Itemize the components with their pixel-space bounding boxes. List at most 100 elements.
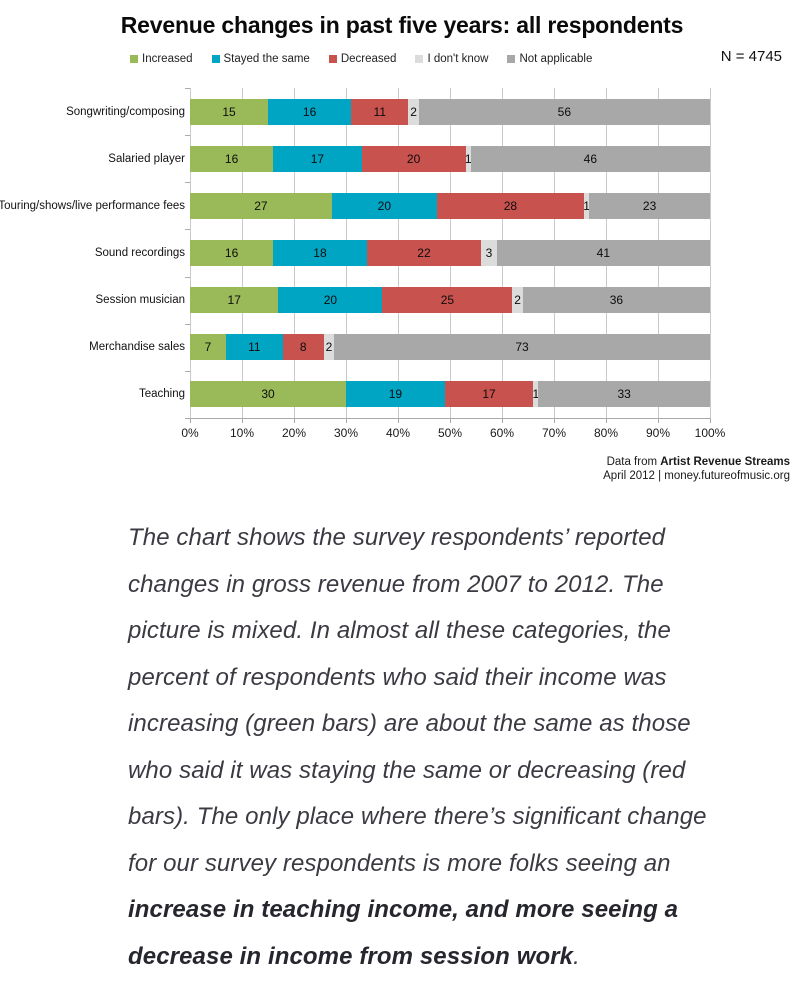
x-axis-tick [346,418,347,423]
x-tick-label: 30% [333,426,359,440]
x-tick-label: 20% [281,426,307,440]
x-axis-tick [502,418,503,423]
legend-label: Decreased [340,53,397,65]
attribution-source: Artist Revenue Streams [660,456,790,468]
attribution: Data from Artist Revenue Streams April 2… [603,455,790,483]
bar-segment-i-don-t-know: 2 [512,287,523,314]
bar-segment-not-applicable: 23 [589,192,710,219]
bar-segment-increased: 15 [190,98,268,125]
legend-item-1: Stayed the same [211,53,310,65]
legend-item-4: Not applicable [507,53,592,65]
legend-label: Not applicable [519,53,593,65]
y-axis-tick [185,135,190,137]
y-axis-tick [185,182,190,184]
bar-row: 16 17 20 1 46 [190,145,710,172]
chart-legend: Increased Stayed the same Decreased I don't… [130,53,592,65]
bar-segment-not-applicable: 56 [418,98,710,125]
bar-segment-stayed-the-same: 20 [331,192,437,219]
x-axis-tick [450,418,451,423]
bar-segment-i-don-t-know: 1 [583,192,590,219]
bar-segment-decreased: 25 [382,287,513,314]
bar-segment-not-applicable: 46 [470,145,710,172]
legend-item-3: I don't know [415,53,488,65]
category-label: Touring/shows/live performance fees [0,199,185,212]
category-label: Session musician [95,294,185,307]
bar-segment-increased: 16 [190,240,274,266]
sample-size-label: N = 4745 [720,48,782,65]
bar-segment-increased: 7 [190,334,227,361]
caption-paragraph: The chart shows the survey respondents’ … [128,515,716,980]
y-axis-tick [185,229,190,231]
x-tick-label: 90% [645,426,671,440]
x-tick-label: 80% [593,426,619,440]
bar-segment-increased: 17 [190,287,279,314]
x-axis-tick [606,418,607,423]
legend-swatch-icon [328,55,337,63]
y-axis-tick [185,418,190,419]
x-tick-label: 40% [385,426,411,440]
y-axis-tick [185,276,190,278]
bar-segment-stayed-the-same: 18 [273,240,367,266]
attribution-line-2: April 2012 | money.futureofmusic.org [603,470,790,482]
legend-swatch-icon [130,55,138,63]
bar-segment-stayed-the-same: 17 [273,145,362,172]
x-axis-tick [294,418,295,423]
x-tick-label: 70% [541,426,567,440]
legend-swatch-icon [415,55,424,63]
legend-label: Increased [142,53,193,65]
bar-segment-stayed-the-same: 11 [226,334,283,361]
bar-segment-increased: 27 [190,192,332,219]
caption-text: The chart shows the survey respondents’ … [128,524,707,877]
caption-period: . [573,942,580,970]
category-label: Salaried player [108,152,185,165]
legend-swatch-icon [507,55,516,63]
bar-row: 30 19 17 1 33 [190,381,710,408]
bar-row: 17 20 25 2 36 [190,287,710,314]
bar-row: 15 16 11 2 56 [190,98,710,125]
legend-swatch-icon [211,55,220,63]
gridline [710,88,711,418]
bar-segment-i-don-t-know: 1 [532,381,539,408]
bar-segment-i-don-t-know: 3 [481,240,497,266]
category-label: Sound recordings [94,247,185,259]
bar-segment-not-applicable: 36 [522,287,710,314]
bar-segment-i-don-t-know: 2 [323,334,335,361]
bar-segment-decreased: 20 [361,145,466,172]
bar-segment-stayed-the-same: 19 [346,381,445,408]
attribution-line-1: Data from Artist Revenue Streams [603,455,790,469]
bar-segment-decreased: 22 [366,240,482,266]
bar-segment-not-applicable: 33 [538,381,710,408]
x-axis-tick [242,418,243,423]
bar-segment-decreased: 11 [351,98,409,125]
category-label: Merchandise sales [89,341,185,354]
legend-item-0: Increased [130,53,193,65]
x-axis-tick [398,418,399,423]
legend-item-2: Decreased [328,53,397,65]
x-axis-tick [190,418,191,423]
x-axis-tick [554,418,555,423]
bar-segment-increased: 16 [190,145,274,172]
bar-segment-increased: 30 [190,381,346,408]
bar-segment-stayed-the-same: 16 [268,98,352,125]
y-axis-tick [185,88,190,89]
bar-segment-stayed-the-same: 20 [278,287,383,314]
category-label: Songwriting/composing [66,105,185,118]
plot-area: 15 16 11 2 56 16 17 20 1 46 27 20 28 1 23 16 18 22 3 41 17 20… [190,88,711,418]
x-tick-label: 50% [437,426,463,440]
caption-bold-text: increase in teaching income, and more se… [128,896,679,970]
y-axis-tick [185,370,190,372]
bar-segment-not-applicable: 41 [496,240,710,266]
legend-label: Stayed the same [223,53,310,65]
x-axis-tick [658,418,659,423]
legend-label: I don't know [427,53,489,65]
x-tick-label: 60% [489,426,515,440]
bar-segment-i-don-t-know: 1 [465,145,472,172]
x-tick-label: 100% [694,426,726,440]
bar-segment-decreased: 8 [282,334,324,361]
bar-segment-decreased: 28 [436,192,584,219]
bar-row: 16 18 22 3 41 [190,240,710,266]
x-tick-label: 10% [229,426,255,440]
bar-segment-not-applicable: 73 [334,334,710,361]
attribution-prefix: Data from [606,456,661,468]
chart-title: Revenue changes in past five years: all … [120,12,684,38]
